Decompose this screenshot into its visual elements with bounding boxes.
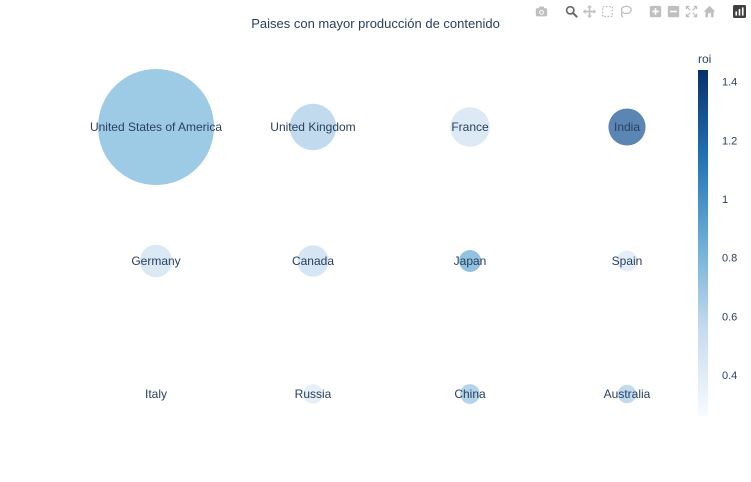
- autoscale-icon[interactable]: [683, 3, 699, 19]
- colorbar-ticks: 0.4 0.6 0.8 1 1.2 1.4: [722, 77, 737, 382]
- box-select-icon[interactable]: [599, 3, 615, 19]
- zoom-out-icon[interactable]: [665, 3, 681, 19]
- reset-axes-icon[interactable]: [701, 3, 717, 19]
- pan-icon[interactable]: [581, 3, 597, 19]
- colorbar-tick-label: 0.4: [722, 370, 737, 382]
- labels-layer: United States of America United Kingdom Fr…: [90, 120, 651, 401]
- bubble-label-united-states-of-america: United States of America: [90, 120, 222, 134]
- colorbar: roi 0.4 0.6 0.8 1 1.2 1.4: [698, 52, 737, 416]
- bubble-russia[interactable]: [303, 384, 323, 404]
- bubble-germany[interactable]: [139, 244, 173, 278]
- bubble-label-germany: Germany: [131, 254, 180, 268]
- bubble-united-kingdom[interactable]: [289, 103, 337, 151]
- colorbar-tick-label: 1.4: [722, 77, 737, 89]
- colorbar-gradient: [698, 70, 708, 416]
- bubble-australia[interactable]: [617, 384, 637, 404]
- bubble-label-canada: Canada: [292, 254, 334, 268]
- chart-title: Paises con mayor producción de contenido: [251, 16, 500, 31]
- bubble-label-china: China: [454, 387, 486, 401]
- modebar: [533, 2, 747, 20]
- bubble-united-states-of-america[interactable]: [98, 69, 214, 185]
- colorbar-title: roi: [698, 52, 711, 66]
- bubble-spain[interactable]: [616, 250, 638, 272]
- bubble-label-india: India: [614, 120, 640, 134]
- zoom-icon[interactable]: [563, 3, 579, 19]
- bubble-canada[interactable]: [297, 245, 329, 277]
- bubble-china[interactable]: [460, 384, 480, 404]
- bubble-label-france: France: [451, 120, 489, 134]
- colorbar-tick-label: 1.2: [722, 135, 737, 147]
- bubble-label-japan: Japan: [454, 254, 487, 268]
- colorbar-tick-label: 1: [722, 194, 728, 206]
- lasso-icon[interactable]: [617, 3, 633, 19]
- bubble-label-italy: Italy: [145, 387, 167, 401]
- bubble-label-russia: Russia: [295, 387, 332, 401]
- bubble-label-australia: Australia: [604, 387, 651, 401]
- bubble-label-spain: Spain: [612, 254, 643, 268]
- camera-icon[interactable]: [533, 3, 549, 19]
- zoom-in-icon[interactable]: [647, 3, 663, 19]
- plotly-logo-icon[interactable]: [731, 3, 747, 19]
- colorbar-tick-label: 0.6: [722, 311, 737, 323]
- bubble-france[interactable]: [450, 107, 490, 147]
- bubble-japan[interactable]: [458, 249, 482, 273]
- bubble-india[interactable]: [608, 108, 646, 146]
- colorbar-tick-label: 0.8: [722, 253, 737, 265]
- bubble-label-united-kingdom: United Kingdom: [270, 120, 355, 134]
- points-layer: [98, 69, 646, 404]
